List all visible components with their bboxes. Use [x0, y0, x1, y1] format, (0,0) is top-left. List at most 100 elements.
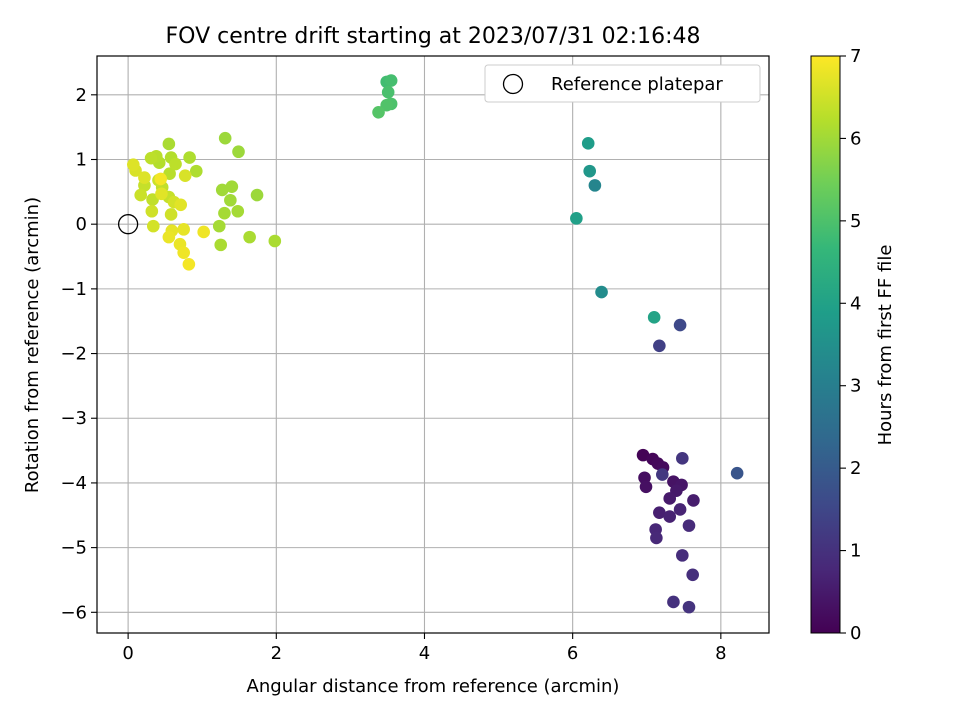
y-tick-label: −2: [60, 344, 87, 365]
data-point: [682, 519, 696, 532]
legend-label: Reference platepar: [551, 74, 723, 95]
data-point: [162, 137, 176, 151]
grid-lines: [97, 56, 769, 633]
data-point: [673, 318, 687, 332]
data-point: [146, 193, 159, 206]
data-point: [162, 230, 176, 244]
colorbar-tick-label: 3: [850, 376, 861, 397]
data-point: [177, 223, 190, 236]
y-tick-label: 1: [76, 149, 87, 170]
data-point: [663, 492, 677, 505]
colorbar-ticks: 0 1 2 3 4 5 6 7: [840, 46, 861, 644]
data-point: [214, 238, 228, 252]
data-point: [231, 204, 245, 218]
colorbar-tick-label: 7: [850, 46, 861, 67]
data-point: [268, 234, 282, 248]
data-point: [225, 180, 239, 193]
data-point: [372, 105, 385, 119]
data-point: [687, 494, 700, 507]
x-tick-label: 8: [715, 643, 726, 664]
data-point: [127, 158, 140, 171]
data-point: [155, 187, 168, 201]
data-points: [117, 74, 744, 614]
data-point: [218, 206, 231, 220]
data-point: [570, 212, 583, 225]
data-point: [676, 549, 689, 562]
data-point: [243, 230, 256, 244]
data-point: [581, 137, 595, 150]
reference-point-marker: [117, 214, 139, 235]
data-point: [164, 208, 178, 221]
data-point: [154, 172, 168, 186]
y-tick-label: −5: [60, 538, 87, 559]
data-point: [730, 466, 744, 480]
data-point: [147, 219, 160, 233]
data-point: [653, 339, 666, 353]
data-point: [189, 164, 203, 178]
data-point: [682, 600, 696, 614]
x-tick-label: 2: [271, 643, 282, 664]
colorbar-gradient: [810, 55, 841, 634]
x-tick-label: 0: [122, 643, 133, 664]
y-tick-label: 2: [76, 85, 87, 106]
legend: Reference platepar: [484, 64, 761, 103]
x-tick-label: 4: [419, 643, 430, 664]
data-point: [673, 503, 687, 516]
data-point: [178, 169, 192, 182]
y-tick-label: −3: [60, 408, 87, 429]
x-axis-ticks: 0 2 4 6 8: [122, 633, 727, 664]
data-point: [183, 151, 196, 164]
colorbar-tick-label: 6: [850, 128, 861, 149]
legend-box: [484, 64, 761, 103]
data-point: [380, 98, 393, 112]
colorbar-tick-label: 2: [850, 458, 861, 479]
y-tick-label: −4: [60, 473, 87, 494]
data-point: [653, 506, 666, 519]
data-point: [145, 204, 159, 218]
colorbar-tick-label: 5: [850, 211, 861, 232]
data-point: [138, 171, 151, 184]
data-point: [177, 246, 190, 259]
y-axis-ticks: 2 1 0 −1 −2 −3 −4 −5 −6: [60, 85, 97, 623]
y-tick-label: −1: [60, 279, 87, 300]
x-tick-label: 6: [567, 643, 578, 664]
data-point: [650, 531, 663, 545]
data-point: [656, 468, 669, 481]
colorbar-tick-label: 1: [850, 541, 861, 562]
data-point: [174, 198, 188, 212]
data-point: [218, 131, 232, 145]
y-tick-label: 0: [76, 214, 87, 235]
data-point: [647, 311, 661, 324]
data-point: [667, 595, 680, 609]
colorbar-tick-label: 0: [850, 623, 861, 644]
data-point: [583, 164, 597, 178]
x-axis-label: Angular distance from reference (arcmin): [247, 676, 620, 697]
data-point: [663, 510, 677, 523]
data-point: [212, 219, 226, 233]
colorbar-tick-label: 4: [850, 293, 861, 314]
data-point: [595, 285, 608, 299]
data-point: [250, 188, 264, 202]
data-point: [144, 151, 158, 165]
y-axis-label: Rotation from reference (arcmin): [22, 197, 43, 493]
colorbar-label: Hours from first FF file: [875, 245, 896, 446]
legend-marker-icon: [502, 73, 524, 95]
data-point: [639, 480, 653, 494]
data-point: [384, 74, 398, 87]
data-point: [215, 183, 229, 197]
data-point: [636, 448, 650, 462]
data-point: [676, 452, 689, 465]
data-point: [224, 193, 237, 207]
plot-frame: [96, 55, 770, 634]
data-point: [197, 225, 210, 239]
colorbar: 0 1 2 3 4 5 6 7 Hours from first FF file: [810, 46, 896, 644]
data-point: [381, 85, 395, 99]
data-point: [134, 188, 148, 202]
data-point: [182, 257, 196, 271]
data-point: [169, 157, 182, 171]
y-tick-label: −6: [60, 602, 87, 623]
data-point: [232, 145, 245, 159]
data-point: [686, 568, 699, 582]
data-point: [588, 179, 602, 192]
